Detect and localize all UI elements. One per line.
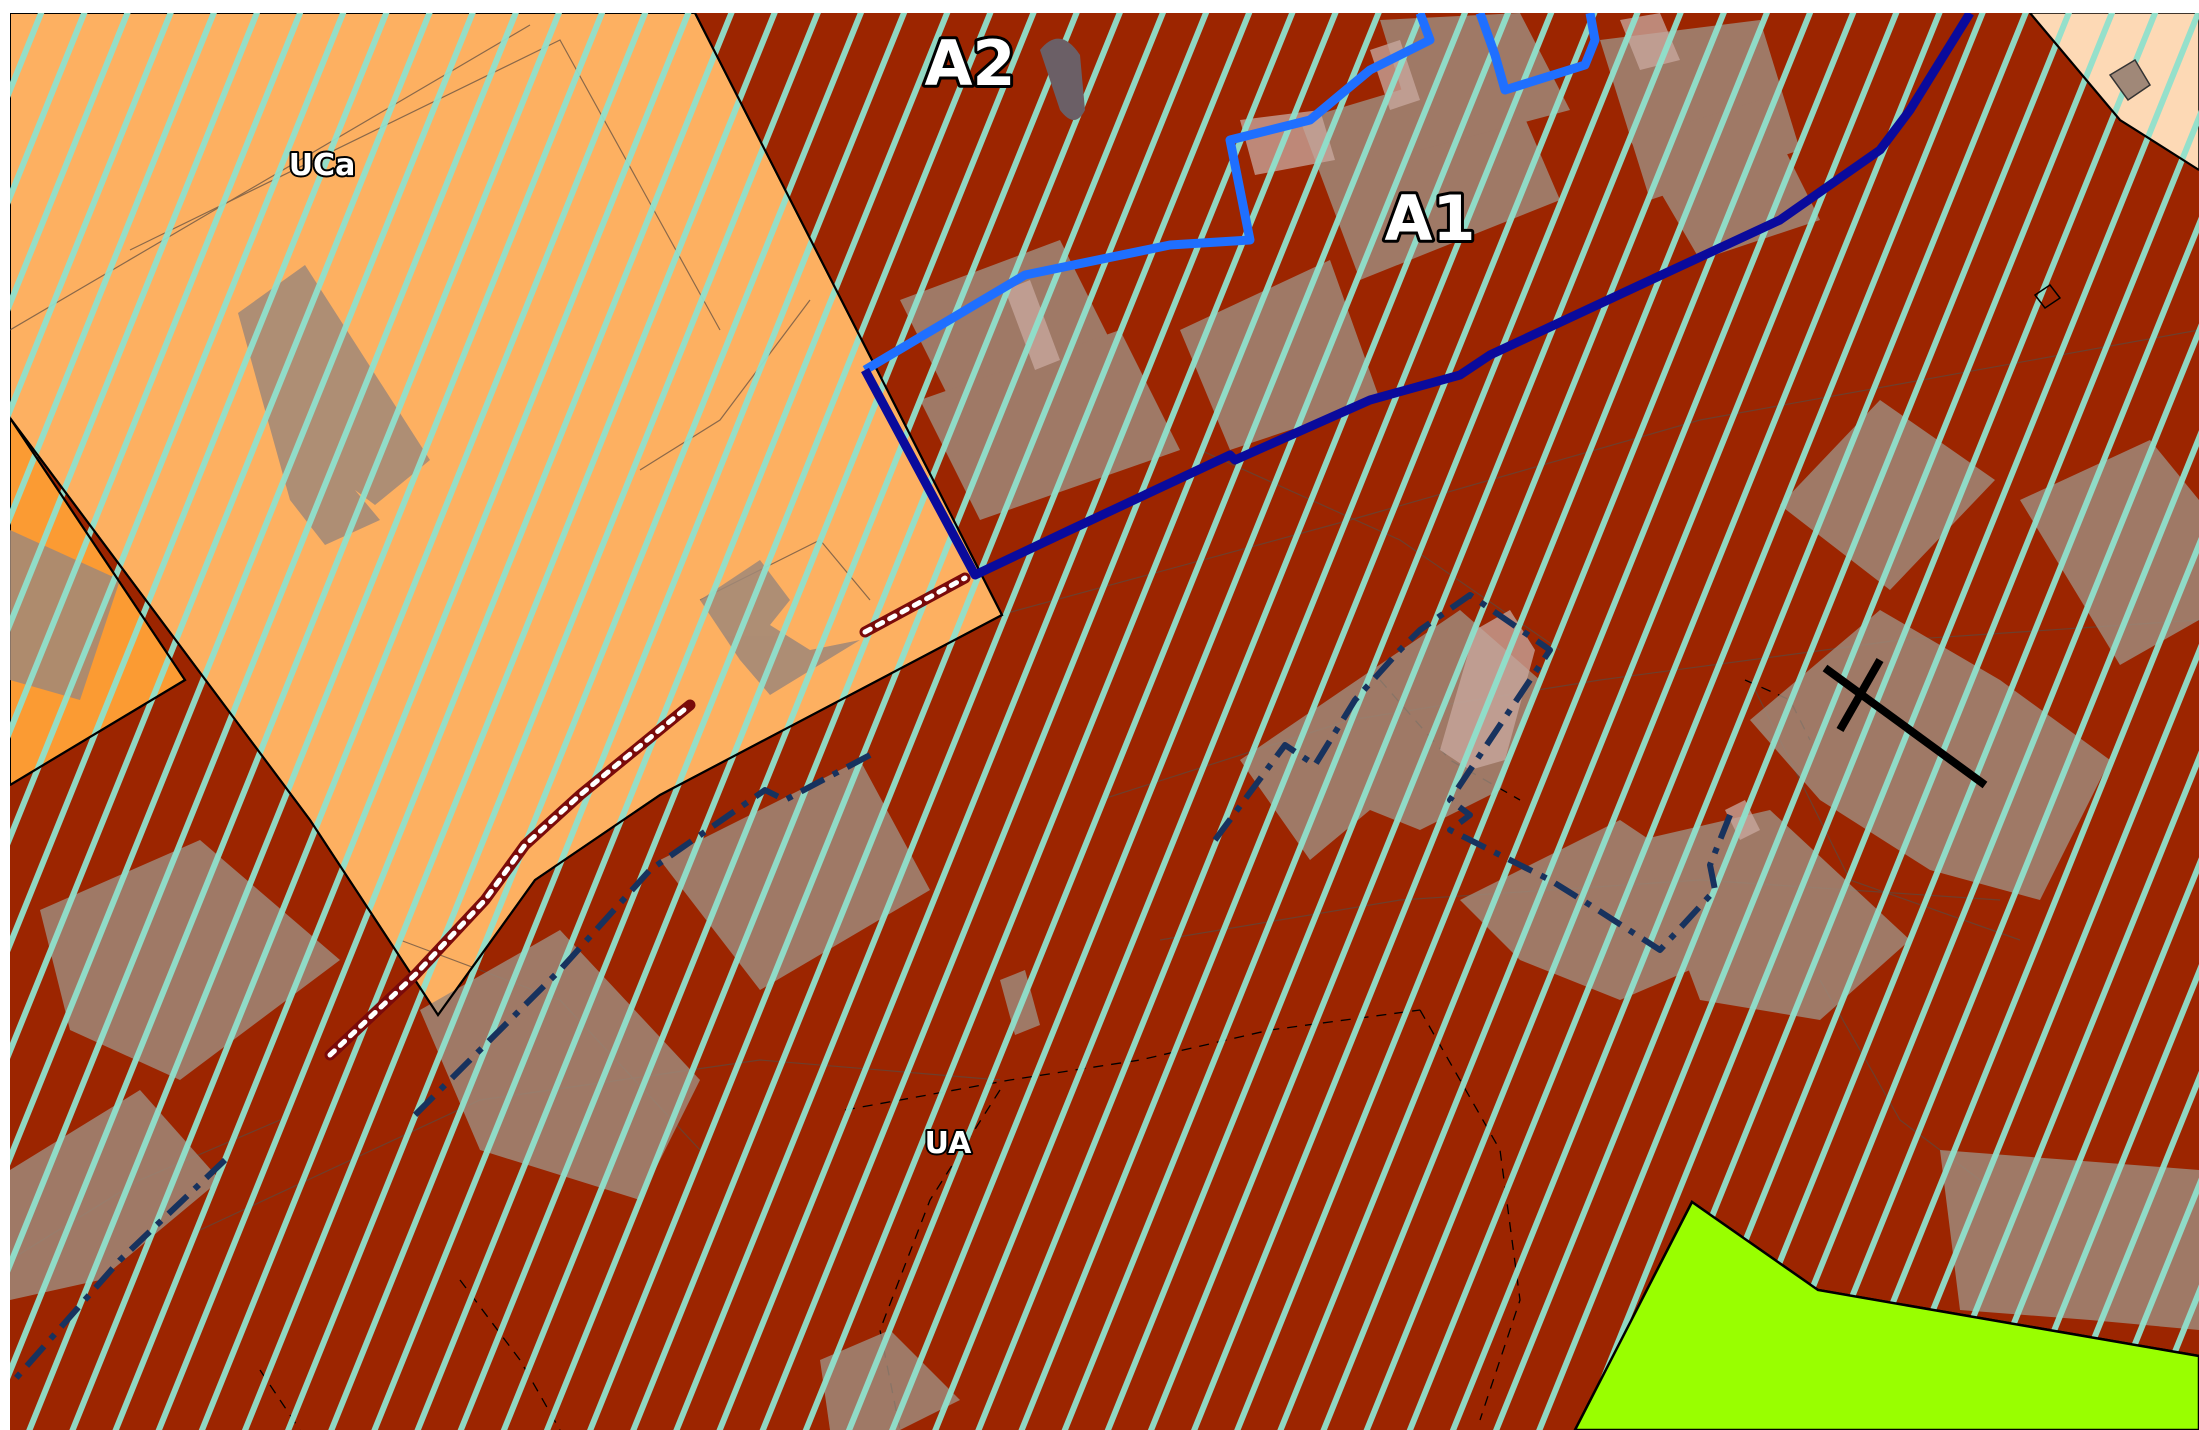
- map-frame-left: [0, 0, 10, 1430]
- boundary-a1[interactable]: [861, 13, 1974, 580]
- zone-boundaries: [10, 13, 2199, 1017]
- cross-icon[interactable]: [1822, 658, 1988, 789]
- boundary-a2-small[interactable]: [1475, 13, 1600, 95]
- zone-label-ua: UA: [925, 1126, 972, 1161]
- dashdot-boundaries: [10, 592, 1733, 1387]
- area-label-a2: A2: [924, 27, 1015, 100]
- zone-label-uca: UCa: [289, 148, 356, 183]
- map-frame-top: [0, 0, 2199, 13]
- blob-feature: [1040, 38, 1085, 120]
- small-marker: [2033, 283, 2062, 310]
- square-symbol: [2108, 58, 2152, 102]
- boundary-a2[interactable]: [862, 13, 1435, 374]
- green-area-top: [1573, 1200, 2199, 1430]
- area-label-a1: A1: [1384, 182, 1475, 255]
- footpath: [324, 572, 971, 1061]
